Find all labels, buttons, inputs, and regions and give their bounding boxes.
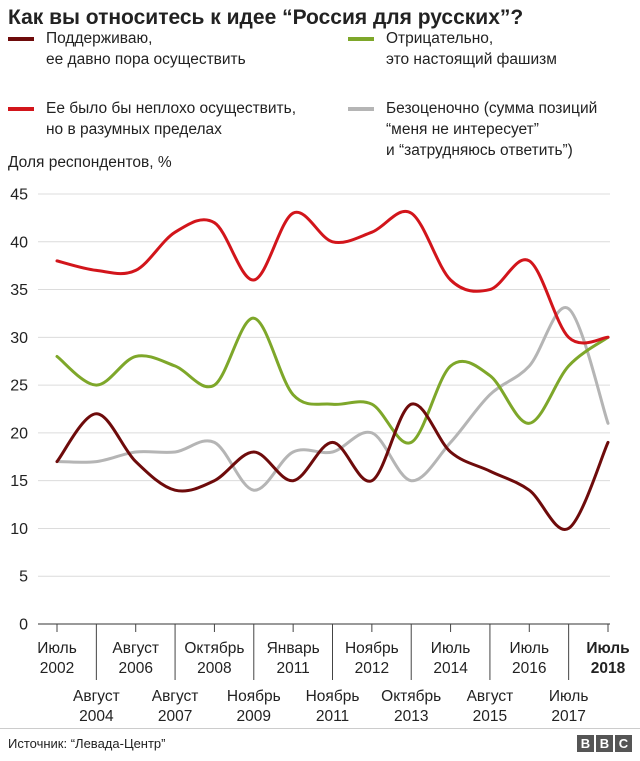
x-tick-label: 2002 bbox=[40, 660, 74, 677]
bbc-logo-letter: C bbox=[615, 735, 632, 752]
source-note: Источник: “Левада-Центр” bbox=[8, 736, 166, 751]
x-tick-label: 2013 bbox=[394, 708, 428, 725]
x-tick-label: 2009 bbox=[237, 708, 271, 725]
x-tick-label: Июль bbox=[431, 640, 471, 657]
legend-item-neutral: Безоценочно (сумма позиций “меня не инте… bbox=[348, 98, 638, 164]
series-line bbox=[55, 316, 610, 445]
x-tick-label: 2007 bbox=[158, 708, 192, 725]
x-tick-label: Август bbox=[73, 688, 120, 705]
x-tick-label: 2015 bbox=[473, 708, 507, 725]
legend-label: и “затрудняюсь ответить”) bbox=[386, 142, 573, 159]
legend-swatch-support bbox=[8, 37, 34, 41]
y-tick-label: 25 bbox=[10, 378, 28, 395]
legend-item-moderate: Ее было бы неплохо осуществить, но в раз… bbox=[8, 98, 338, 142]
x-tick-label: Август bbox=[152, 688, 199, 705]
x-axis-ticks: Июль2002Август2004Август2006Август2007Ок… bbox=[37, 624, 630, 725]
x-tick-label: 2017 bbox=[551, 708, 585, 725]
x-tick-label: 2016 bbox=[512, 660, 546, 677]
y-tick-label: 35 bbox=[10, 282, 28, 299]
x-tick-label: Июль bbox=[549, 688, 589, 705]
legend-swatch-neutral bbox=[348, 107, 374, 111]
footer-divider bbox=[0, 728, 640, 729]
legend-label: это настоящий фашизм bbox=[386, 51, 557, 68]
x-tick-label: 2014 bbox=[433, 660, 468, 677]
legend-label: Поддерживаю, bbox=[46, 30, 153, 47]
y-tick-label: 15 bbox=[10, 473, 28, 490]
bbc-logo-letter: B bbox=[577, 735, 594, 752]
y-tick-label: 40 bbox=[10, 234, 28, 251]
legend-label: Безоценочно (сумма позиций bbox=[386, 100, 598, 117]
y-tick-label: 45 bbox=[10, 187, 28, 204]
series-line bbox=[55, 306, 610, 492]
y-tick-label: 5 bbox=[19, 569, 28, 586]
legend-item-support: Поддерживаю, ее давно пора осуществить bbox=[8, 28, 308, 72]
x-tick-label: 2011 bbox=[316, 708, 349, 725]
x-tick-label: Июль bbox=[37, 640, 77, 657]
legend-label: но в разумных пределах bbox=[46, 121, 222, 138]
x-tick-label: Январь bbox=[267, 640, 320, 657]
x-tick-label: Август bbox=[467, 688, 514, 705]
y-tick-label: 30 bbox=[10, 330, 28, 347]
y-axis-label: Доля респондентов, % bbox=[8, 154, 172, 171]
x-tick-label: Октябрь bbox=[381, 688, 441, 705]
x-tick-label: Ноябрь bbox=[306, 688, 360, 705]
x-tick-label: 2012 bbox=[355, 660, 389, 677]
x-tick-label: 2011 bbox=[276, 660, 309, 677]
legend-label: Отрицательно, bbox=[386, 30, 494, 47]
y-tick-label: 20 bbox=[10, 425, 28, 442]
legend-item-negative: Отрицательно, это настоящий фашизм bbox=[348, 28, 638, 72]
grid: 0 5 10 15 20 25 30 35 40 45 bbox=[10, 187, 610, 634]
bbc-logo-letter: B bbox=[596, 735, 613, 752]
legend-label: Ее было бы неплохо осуществить, bbox=[46, 100, 297, 117]
chart-title: Как вы относитесь к идее “Россия для рус… bbox=[8, 6, 524, 29]
x-tick-label: Июль bbox=[510, 640, 550, 657]
x-tick-label: Август bbox=[112, 640, 159, 657]
bbc-logo: B B C bbox=[577, 735, 632, 752]
x-tick-label: 2004 bbox=[79, 708, 114, 725]
x-tick-label: Октябрь bbox=[184, 640, 244, 657]
series-lines bbox=[55, 209, 610, 531]
series-line bbox=[55, 209, 610, 345]
x-tick-label: 2008 bbox=[197, 660, 231, 677]
legend-swatch-negative bbox=[348, 37, 374, 41]
series-line bbox=[55, 402, 610, 531]
y-tick-label: 0 bbox=[19, 617, 28, 634]
line-chart: 0 5 10 15 20 25 30 35 40 45 Июль 2002 Август 2004 Авг… bbox=[10, 187, 630, 726]
x-tick-label: 2018 bbox=[591, 660, 626, 677]
legend-swatch-moderate bbox=[8, 107, 34, 111]
x-tick-label: Ноябрь bbox=[345, 640, 399, 657]
x-tick-label: Июль bbox=[586, 640, 629, 657]
x-tick-label: Ноябрь bbox=[227, 688, 281, 705]
legend-label: “меня не интересует” bbox=[386, 121, 539, 138]
x-tick-label: 2006 bbox=[118, 660, 152, 677]
y-tick-label: 10 bbox=[10, 521, 28, 538]
legend-label: ее давно пора осуществить bbox=[46, 51, 246, 68]
